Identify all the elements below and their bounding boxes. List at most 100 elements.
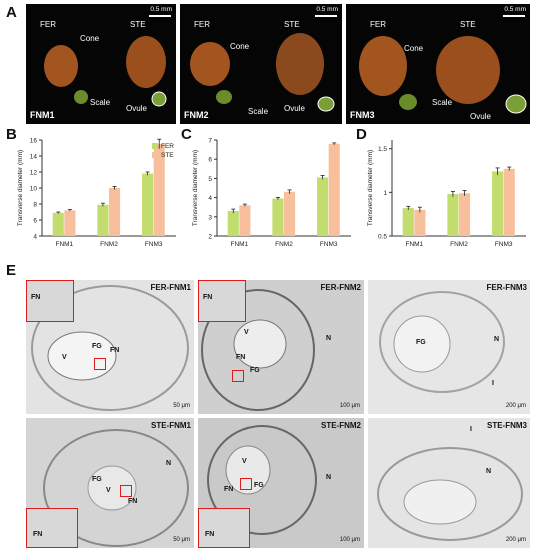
panel-letter-e: E bbox=[6, 262, 17, 279]
chart-b-svg: 4 6 8 10 12 14 16 Transverse diameter (mm) FNM1 F… bbox=[17, 138, 176, 248]
scale-text: 0.5 mm bbox=[150, 6, 172, 13]
x-tick-label: FNM1 bbox=[230, 241, 248, 248]
x-tick-label: FNM2 bbox=[450, 241, 468, 248]
y-tick-label: 3 bbox=[208, 214, 212, 221]
region-box bbox=[120, 485, 132, 497]
label-v: V bbox=[62, 354, 67, 361]
micro-title: STE-FNM3 bbox=[487, 421, 527, 430]
ste-cone-icon bbox=[436, 36, 500, 104]
bar-fer-fnm1 bbox=[402, 208, 414, 236]
label-fer: FER bbox=[40, 20, 56, 29]
chart-b: 4 6 8 10 12 14 16 Transverse diameter (mm) FNM1 F… bbox=[8, 132, 180, 256]
bar-ste-fnm3 bbox=[153, 144, 165, 236]
chart-d: 0.5 1 1.5 Transverse diameter (mm) FNM1 FNM2 F… bbox=[358, 132, 530, 256]
inset-label: FN bbox=[31, 294, 41, 301]
x-tick-label: FNM3 bbox=[495, 241, 513, 248]
bar-ste-fnm1 bbox=[64, 210, 76, 236]
tissue-texture bbox=[31, 285, 189, 411]
label-cone: Cone bbox=[404, 44, 424, 53]
label-scale: Scale bbox=[90, 98, 111, 107]
photo-fnm3: 0.5 mm FER STE Cone Scale Ovule FNM3 bbox=[346, 4, 530, 124]
stage-label: FNM2 bbox=[184, 110, 209, 120]
label-ste: STE bbox=[460, 20, 476, 29]
bar-fer-fnm1 bbox=[227, 211, 239, 236]
scale-icon bbox=[399, 94, 417, 110]
y-tick-label: 5 bbox=[208, 176, 212, 183]
label-n: N bbox=[326, 474, 332, 481]
region-box bbox=[232, 370, 244, 382]
inset-box: FN bbox=[198, 280, 246, 322]
label-v: V bbox=[244, 329, 249, 336]
x-tick-label: FNM2 bbox=[100, 241, 118, 248]
label-v: V bbox=[106, 487, 111, 494]
label-n: N bbox=[486, 468, 492, 475]
y-tick-label: 14 bbox=[30, 154, 38, 161]
y-tick-label: 2 bbox=[208, 234, 212, 241]
label-cone: Cone bbox=[230, 42, 250, 51]
tissue-texture bbox=[201, 289, 315, 411]
y-tick-label: 10 bbox=[30, 186, 38, 193]
scale-icon bbox=[216, 90, 232, 104]
ste-cone-icon bbox=[276, 33, 324, 95]
bar-ste-fnm2 bbox=[459, 193, 471, 236]
bar-ste-fnm1 bbox=[239, 205, 251, 236]
y-tick-label: 1.5 bbox=[378, 146, 387, 153]
tissue-texture bbox=[43, 429, 189, 547]
y-tick-label: 0.5 bbox=[378, 234, 387, 241]
label-ovule: Ovule bbox=[470, 112, 491, 121]
x-tick-label: FNM1 bbox=[55, 241, 73, 248]
scale-text: 50 μm bbox=[173, 537, 190, 543]
cone-images bbox=[359, 36, 527, 114]
bar-fer-fnm2 bbox=[447, 194, 459, 236]
scale-bar bbox=[149, 15, 171, 17]
inset-label: FN bbox=[33, 531, 43, 538]
label-fn: FN bbox=[110, 347, 120, 354]
x-tick-label: FNM1 bbox=[405, 241, 423, 248]
label-n: N bbox=[166, 460, 172, 467]
micrograph-ste-fnm2: STE-FNM2 V FN FG N FN 100 μm bbox=[198, 418, 364, 548]
bar-ste-fnm3 bbox=[328, 143, 340, 236]
micro-title: FER-FNM2 bbox=[320, 283, 361, 292]
y-tick-label: 16 bbox=[30, 138, 38, 145]
photo-fnm1: 0.5 mm FER STE Cone Scale Ovule FNM1 bbox=[26, 4, 176, 124]
scale-text: 200 μm bbox=[505, 403, 526, 409]
label-i: I bbox=[492, 380, 494, 387]
y-tick-label: 12 bbox=[30, 170, 38, 177]
fer-cone-icon bbox=[44, 45, 78, 87]
label-ste: STE bbox=[130, 20, 146, 29]
tissue-texture bbox=[377, 447, 523, 541]
bar-fer-fnm1 bbox=[52, 212, 64, 236]
label-fer: FER bbox=[370, 20, 386, 29]
panel-letter-a: A bbox=[6, 4, 17, 21]
scale-text: 100 μm bbox=[339, 537, 360, 543]
stage-label: FNM3 bbox=[350, 110, 375, 120]
tissue-texture bbox=[207, 425, 317, 535]
label-scale: Scale bbox=[248, 107, 269, 116]
label-fg: FG bbox=[416, 339, 426, 346]
scale-bar bbox=[315, 15, 337, 17]
label-fn: FN bbox=[128, 498, 138, 505]
fer-cone-icon bbox=[359, 36, 407, 96]
bar-fer-fnm3 bbox=[142, 173, 154, 236]
micrograph-fer-fnm1: FER-FNM1 FN V FG FN 50 μm bbox=[26, 280, 194, 414]
stage-label: FNM1 bbox=[30, 110, 55, 120]
micro-title: FER-FNM3 bbox=[486, 283, 527, 292]
y-tick-label: 6 bbox=[208, 157, 212, 164]
region-box bbox=[240, 478, 252, 490]
inset-label: FN bbox=[205, 531, 215, 538]
fer-cone-icon bbox=[190, 42, 230, 86]
label-fg: FG bbox=[92, 476, 102, 483]
ovule-icon bbox=[317, 96, 335, 112]
micro-title: STE-FNM2 bbox=[321, 421, 361, 430]
micro-title: STE-FNM1 bbox=[151, 421, 191, 430]
label-fn: FN bbox=[224, 486, 234, 493]
y-axis-label: Transverse diameter (mm) bbox=[192, 150, 199, 226]
y-axis-label: Transverse diameter (mm) bbox=[367, 150, 374, 226]
cone-images bbox=[44, 36, 167, 107]
panel-letter-c: C bbox=[181, 126, 192, 143]
x-tick-label: FNM3 bbox=[145, 241, 163, 248]
region-box bbox=[94, 358, 106, 370]
bar-ste-fnm1 bbox=[414, 209, 426, 236]
tissue-texture bbox=[379, 291, 505, 393]
label-ste: STE bbox=[284, 20, 300, 29]
